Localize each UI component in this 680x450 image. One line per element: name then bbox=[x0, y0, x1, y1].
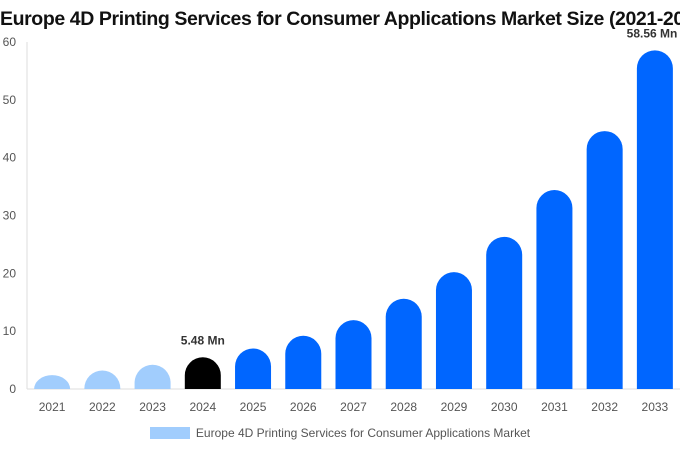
x-tick-label: 2025 bbox=[240, 400, 267, 414]
bar-2025 bbox=[235, 348, 272, 389]
y-tick-label: 30 bbox=[3, 209, 17, 223]
x-tick-label: 2022 bbox=[89, 400, 116, 414]
x-tick-label: 2026 bbox=[290, 400, 317, 414]
x-tick-label: 2030 bbox=[491, 400, 518, 414]
x-tick-label: 2027 bbox=[340, 400, 367, 414]
bar-2027 bbox=[335, 320, 372, 389]
bar-2023 bbox=[134, 364, 171, 389]
bar-2033 bbox=[636, 50, 673, 389]
y-tick-label: 20 bbox=[3, 266, 17, 280]
x-tick-label: 2029 bbox=[441, 400, 468, 414]
bar-2024 bbox=[184, 357, 221, 389]
legend: Europe 4D Printing Services for Consumer… bbox=[0, 426, 680, 440]
x-tick-label: 2031 bbox=[541, 400, 568, 414]
bar-2026 bbox=[285, 335, 322, 389]
x-tick-label: 2032 bbox=[591, 400, 618, 414]
bar-2029 bbox=[435, 272, 472, 389]
bar-2031 bbox=[536, 190, 573, 389]
x-tick-label: 2021 bbox=[39, 400, 66, 414]
y-tick-label: 50 bbox=[3, 93, 17, 107]
x-tick-label: 2028 bbox=[390, 400, 417, 414]
x-tick-label: 2024 bbox=[189, 400, 216, 414]
bar-2028 bbox=[385, 298, 422, 389]
y-tick-label: 40 bbox=[3, 151, 17, 165]
y-tick-label: 0 bbox=[9, 382, 16, 396]
x-tick-label: 2033 bbox=[642, 400, 669, 414]
data-label: 5.48 Mn bbox=[181, 333, 225, 347]
bar-2032 bbox=[586, 131, 623, 389]
bar-2030 bbox=[486, 236, 523, 389]
bar-2022 bbox=[84, 370, 121, 389]
data-label: 58.56 Mn bbox=[627, 26, 678, 40]
legend-label: Europe 4D Printing Services for Consumer… bbox=[195, 426, 531, 440]
y-tick-label: 10 bbox=[3, 324, 17, 338]
y-tick-label: 60 bbox=[3, 35, 17, 49]
x-tick-label: 2023 bbox=[139, 400, 166, 414]
bar-2021 bbox=[34, 375, 71, 389]
legend-swatch bbox=[149, 427, 190, 439]
chart-title: Europe 4D Printing Services for Consumer… bbox=[0, 8, 680, 30]
